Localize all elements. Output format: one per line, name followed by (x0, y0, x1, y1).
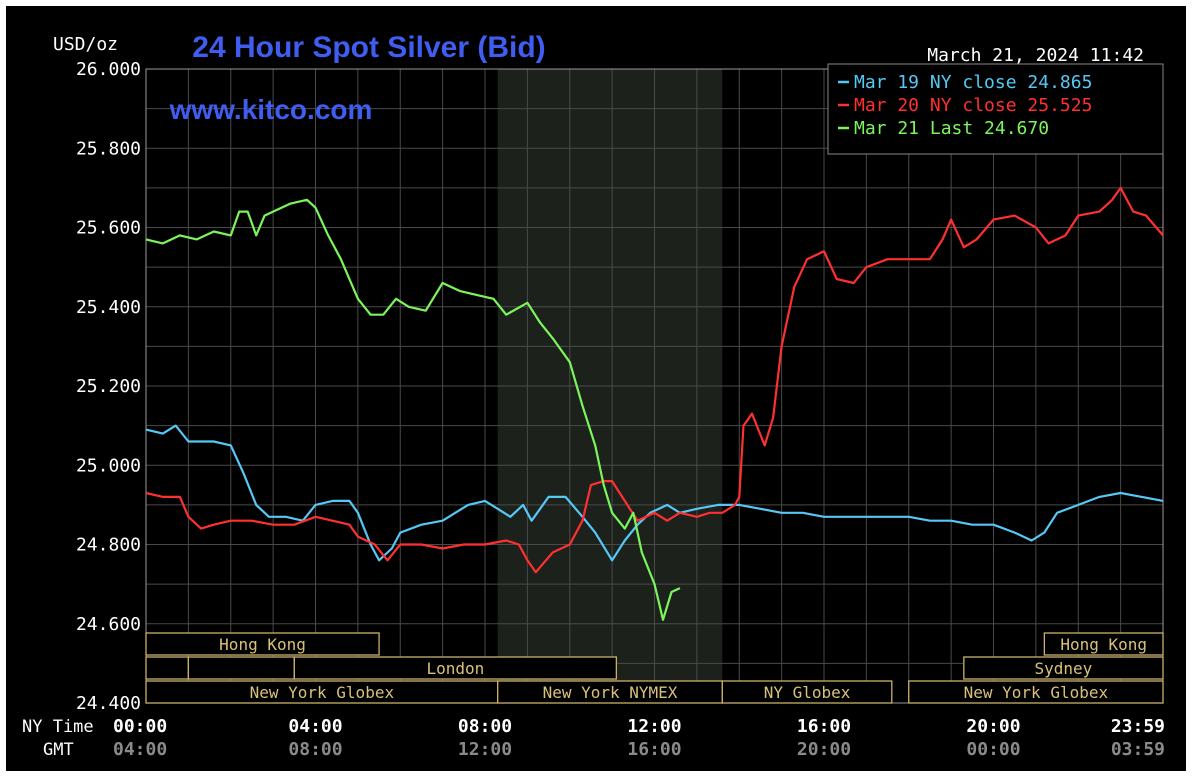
y-tick-label: 25.000 (76, 455, 141, 476)
session-label: Sydney (1035, 659, 1093, 678)
session-label: Hong Kong (1060, 635, 1147, 654)
session-box (187, 656, 295, 680)
session-box (908, 680, 1164, 704)
x-tick-label-gmt: 00:00 (966, 739, 1020, 760)
legend-entry-3: Mar 21 Last 24.670 (854, 118, 1049, 139)
session-box (145, 632, 380, 656)
x-tick-label-gmt: 08:00 (288, 739, 342, 760)
session-box (145, 656, 190, 680)
y-tick-label: 24.800 (76, 535, 141, 556)
x-tick-label-gmt: 12:00 (458, 739, 512, 760)
series-line-1 (145, 424, 1164, 562)
session-label: London (426, 659, 484, 678)
session-box (721, 680, 893, 704)
session-label: NY Globex (764, 683, 851, 702)
timestamp: March 21, 2024 11:42 (927, 45, 1144, 66)
legend-box (827, 63, 1164, 155)
x-tick-label-ny: 23:59 (1111, 716, 1165, 737)
x-tick-label-gmt: 03:59 (1111, 739, 1165, 760)
session-box (293, 656, 618, 680)
y-tick-label: 24.400 (76, 693, 141, 714)
x-tick-label-ny: 12:00 (627, 716, 681, 737)
session-label: New York Globex (964, 683, 1109, 702)
x-tick-label-gmt: 04:00 (113, 739, 167, 760)
session-label: New York Globex (250, 683, 395, 702)
x-tick-label-ny: 08:00 (458, 716, 512, 737)
x-tick-label-ny: 16:00 (797, 716, 851, 737)
series-line-2 (145, 186, 1164, 574)
x-tick-label-ny: 04:00 (288, 716, 342, 737)
legend-entry-2: Mar 20 NY close 25.525 (854, 95, 1092, 116)
session-box (1043, 632, 1164, 656)
y-tick-label: 25.200 (76, 376, 141, 397)
y-tick-label: 25.600 (76, 218, 141, 239)
x-tick-label-ny: 00:00 (113, 716, 167, 737)
x-tick-label-gmt: 20:00 (797, 739, 851, 760)
y-tick-label: 25.800 (76, 138, 141, 159)
y-axis-unit-label: USD/oz (53, 34, 118, 55)
session-label: Hong Kong (219, 635, 306, 654)
chart-title: 24 Hour Spot Silver (Bid) (192, 31, 545, 64)
x-axis-ny-label: NY Time (22, 717, 94, 737)
x-tick-label-ny: 20:00 (966, 716, 1020, 737)
session-label: New York NYMEX (543, 683, 678, 702)
spot-silver-chart: Hong Kong Hong Kong London Sydney New York G… (22, 31, 1165, 760)
x-tick-label-gmt: 16:00 (627, 739, 681, 760)
x-axis-gmt-label: GMT (43, 740, 74, 760)
chart-frame: Hong Kong Hong Kong London Sydney New York G… (6, 6, 1186, 771)
series-line-3 (145, 198, 681, 621)
session-box (963, 656, 1164, 680)
y-tick-label: 24.600 (76, 614, 141, 635)
watermark: www.kitco.com (169, 94, 373, 125)
legend-entry-1: Mar 19 NY close 24.865 (854, 72, 1092, 93)
y-tick-label: 25.400 (76, 297, 141, 318)
y-tick-label: 26.000 (76, 59, 141, 80)
